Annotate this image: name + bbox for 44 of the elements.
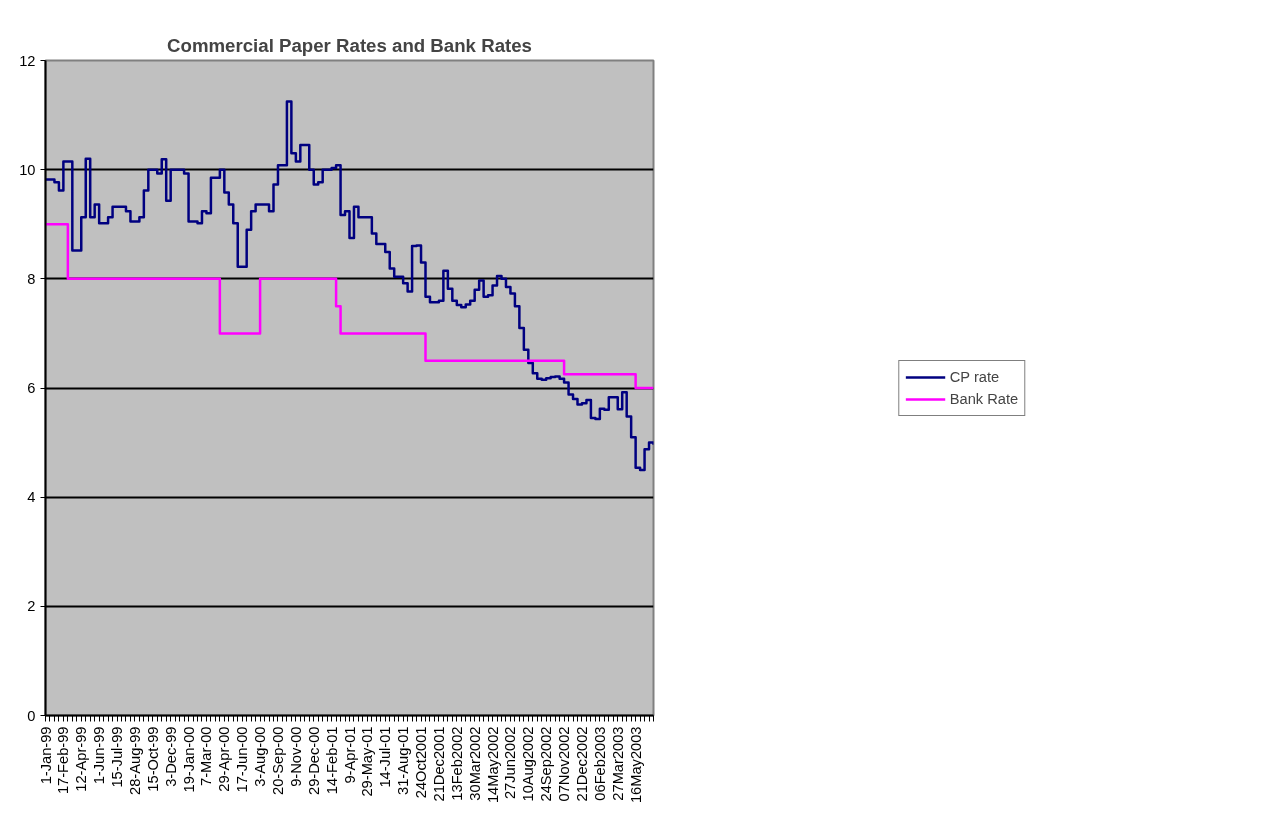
x-tick-label: 24Sep2002 [538,726,555,802]
x-tick-label: 17-Jun-00 [234,726,251,793]
x-tick-label: 9-Apr-01 [341,726,358,784]
x-tick-label: 24Oct2001 [413,726,430,799]
x-tick-label: 1-Jan-99 [37,726,54,785]
x-tick-label: 15-Jul-99 [109,726,126,788]
y-tick-label: 8 [27,270,36,287]
x-tick-label: 29-May-01 [359,726,376,797]
y-tick-label: 4 [27,489,36,506]
y-tick-label: 2 [27,598,36,615]
x-tick-label: 27Jun2002 [502,726,519,800]
x-tick-label: 21Dec2002 [573,726,590,802]
y-tick-label: 10 [19,161,36,178]
x-tick-label: 9-Nov-00 [287,726,304,787]
x-tick-label: 29-Apr-00 [216,726,233,792]
x-tick-label: 14-Jul-01 [377,726,394,788]
legend-label: Bank Rate [949,390,1019,407]
x-tick-label: 12-Apr-99 [73,726,90,792]
x-tick-label: 06Feb2003 [591,726,608,801]
x-tick-label: 28-Aug-99 [126,726,143,795]
x-tick-label: 1-Jun-99 [91,726,108,785]
x-tick-label: 27Mar2003 [609,726,626,801]
x-tick-label: 14-Feb-01 [323,726,340,795]
x-tick-label: 16May2003 [627,726,644,804]
x-tick-label: 20-Sep-00 [269,726,286,795]
x-tick-label: 21Dec2001 [430,726,447,802]
y-tick-label: 12 [19,52,36,69]
x-tick-label: 07Nov2002 [556,726,573,802]
x-tick-label: 3-Aug-00 [252,726,269,787]
x-tick-label: 3-Dec-99 [162,726,179,787]
x-tick-label: 15-Oct-99 [144,726,161,792]
x-tick-label: 29-Dec-00 [305,726,322,795]
x-tick-label: 30Mar2002 [466,726,483,801]
x-tick-label: 19-Jan-00 [180,726,197,793]
legend-label: CP rate [949,368,1000,385]
x-tick-label: 17-Feb-99 [55,726,72,795]
x-tick-label: 10Aug2002 [520,726,537,802]
x-tick-label: 31-Aug-01 [395,726,412,795]
y-tick-label: 6 [27,380,36,396]
x-tick-label: 7-Mar-00 [198,726,215,786]
y-tick-label: 0 [27,707,36,724]
chart-title: Commercial Paper Rates and Bank Rates [167,34,532,56]
x-tick-label: 14May2002 [484,726,501,804]
x-tick-label: 13Feb2002 [448,726,465,801]
